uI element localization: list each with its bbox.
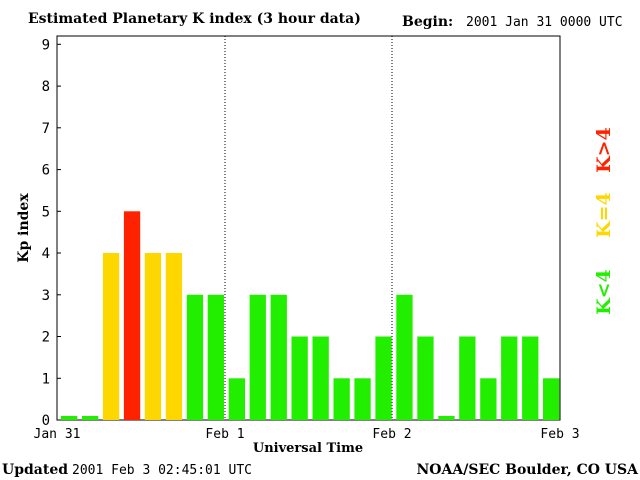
kp-bar — [186, 294, 204, 420]
y-tick-label: 5 — [42, 204, 50, 220]
kp-bar — [501, 336, 518, 420]
kp-bar — [291, 336, 308, 420]
kp-bar — [459, 336, 476, 420]
x-tick-label-feb-3: Feb 3 — [540, 427, 579, 442]
kp-bar — [396, 294, 413, 420]
kp-bar — [207, 294, 224, 420]
begin-value: 2001 Jan 31 0000 UTC — [466, 15, 623, 30]
x-tick-label-jan-31: Jan 31 — [34, 427, 81, 442]
legend-mid: K=4 — [593, 192, 615, 238]
y-tick-label: 8 — [42, 79, 50, 95]
kp-bar — [312, 336, 329, 420]
kp-bar — [82, 416, 99, 420]
begin-label: Begin: — [402, 14, 453, 30]
kp-bar — [375, 336, 392, 420]
kp-bar — [333, 378, 350, 420]
kp-bar — [270, 294, 287, 420]
kp-bar — [543, 378, 560, 420]
kp-bar — [354, 378, 371, 420]
kp-bar — [228, 378, 245, 420]
y-tick-label: 0 — [42, 413, 50, 429]
y-tick-label: 9 — [42, 37, 50, 53]
kp-bar — [522, 336, 539, 420]
plot-frame — [56, 35, 561, 421]
x-axis-label: Universal Time — [253, 441, 363, 456]
y-tick-label: 6 — [42, 163, 50, 179]
y-tick-label: 2 — [42, 330, 50, 346]
updated-value: 2001 Feb 3 02:45:01 UTC — [72, 463, 252, 478]
y-tick-label: 7 — [42, 121, 50, 137]
kp-bar — [102, 253, 120, 420]
y-tick-label: 3 — [42, 288, 50, 304]
y-axis-label: Kp index — [16, 193, 32, 263]
x-tick-label-feb-1: Feb 1 — [205, 427, 244, 442]
kp-bar — [61, 416, 78, 420]
kp-bar — [480, 378, 497, 420]
kp-bar — [249, 294, 266, 420]
footer-credit: NOAA/SEC Boulder, CO USA — [417, 462, 640, 478]
y-axis-ticks: 0 1 2 3 4 5 6 7 8 9 — [42, 37, 61, 429]
chart-title: Estimated Planetary K index (3 hour data… — [28, 11, 361, 27]
x-tick-label-feb-2: Feb 2 — [372, 427, 411, 442]
kp-bar — [438, 416, 455, 420]
y-tick-label: 4 — [42, 246, 50, 262]
kp-bar — [417, 336, 434, 420]
legend-high: K>4 — [593, 127, 615, 173]
y-tick-label: 1 — [42, 371, 50, 387]
kp-bar — [123, 211, 141, 420]
updated-label: Updated — [2, 462, 68, 478]
legend-low: K<4 — [593, 269, 615, 315]
bars-group — [61, 211, 560, 420]
kp-bar — [165, 253, 183, 420]
kp-bar — [144, 253, 162, 420]
